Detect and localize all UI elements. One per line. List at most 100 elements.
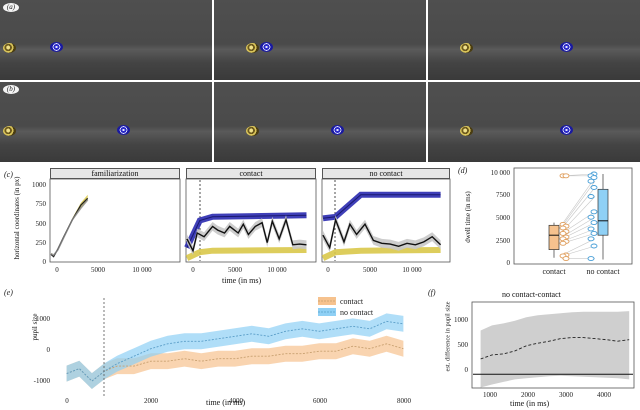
panel-label-b: (b) [3, 85, 19, 94]
frame-a2 [214, 0, 426, 80]
frame-a1 [0, 0, 212, 80]
c-y-tick: 500 [36, 220, 47, 228]
e-plot: -1000 0 1000 0 2000 4000 6000 8000 conta… [34, 297, 412, 405]
yellow-object-track [321, 247, 441, 261]
panel-label-a: (a) [3, 3, 19, 12]
e-x-tick: 2000 [144, 397, 159, 405]
f-x-tick: 2000 [521, 391, 536, 399]
gaze-ribbon [323, 215, 441, 253]
d-y-tick: 5000 [496, 214, 511, 222]
d-box [597, 188, 609, 236]
d-point-contact [562, 256, 570, 262]
e-line-contact [66, 343, 404, 382]
e-ribbon-contact [66, 335, 404, 389]
c-contact-traces [184, 212, 307, 261]
d-point-no-contact [590, 175, 598, 181]
frame-a3 [428, 0, 640, 80]
f-x-ticks: 1000 2000 3000 4000 [483, 391, 612, 399]
d-y-tick: 2500 [496, 237, 511, 245]
f-y-tick: 1000 [454, 316, 469, 324]
e-legend-label-contact: contact [340, 297, 364, 306]
f-marks [473, 311, 633, 388]
d-marks [548, 171, 609, 262]
d-y-ticks: 0 2500 5000 7500 10 000 [491, 169, 511, 267]
e-y-tick: 1000 [36, 315, 51, 323]
e-y-tick: 0 [47, 346, 51, 354]
f-xlabel: time (in ms) [510, 399, 550, 408]
yellow-object [246, 126, 259, 136]
blue-object [260, 42, 273, 52]
f-y-tick: 0 [465, 366, 469, 374]
yellow-object [460, 43, 473, 53]
d-pair-line [561, 177, 596, 225]
e-x-tick: 4000 [229, 397, 244, 405]
c-x-tick: 0 [191, 266, 195, 274]
yellow-object [3, 126, 16, 136]
blue-object [560, 42, 573, 52]
d-point-no-contact [590, 185, 598, 190]
c-y-tick: 1000 [32, 181, 47, 189]
e-x-tick: 8000 [397, 397, 412, 405]
c-facet-title-no-contact: no contact [322, 168, 450, 179]
blue-object [50, 42, 63, 52]
c-x-tick: 10 000 [132, 266, 152, 274]
fam-gaze-ribbon [50, 199, 89, 257]
e-y-tick: -1000 [34, 377, 51, 385]
d-point-contact [562, 173, 570, 179]
panel-label-c: (c) [4, 170, 13, 179]
d-point-no-contact [587, 256, 595, 262]
d-point-no-contact [590, 230, 598, 236]
c-x-tick: 0 [55, 266, 59, 274]
c-no-contact-traces [321, 191, 442, 261]
blue-object-track-center [322, 194, 441, 219]
d-point-no-contact [587, 226, 595, 232]
yellow-object-track [185, 247, 307, 261]
f-ci-ribbon [480, 311, 630, 388]
yellow-object [460, 126, 473, 136]
d-frame [513, 167, 633, 265]
c-plots: 0 250 500 750 1000 0 5000 10 000 0 5000 … [32, 178, 451, 274]
f-plot: 0 500 1000 1000 2000 3000 4000 [454, 301, 635, 399]
d-point-no-contact [587, 214, 595, 220]
c-y-tick: 250 [36, 239, 47, 247]
d-point-contact [559, 225, 567, 231]
d-y-tick: 0 [507, 259, 511, 267]
d-x-tick-contact: contact [542, 267, 566, 276]
c-familiarization-traces [50, 194, 89, 258]
c-x-tick: 5000 [363, 266, 378, 274]
e-legend: contact no contact [318, 297, 374, 317]
f-y-tick: 500 [458, 341, 469, 349]
f-y-ticks: 0 500 1000 [454, 316, 469, 374]
e-y-ticks: -1000 0 1000 [34, 315, 51, 385]
e-x-tick: 0 [65, 397, 69, 405]
c-facet-frame-familiarization [49, 178, 181, 263]
e-legend-label-no-contact: no contact [340, 308, 374, 317]
c-y-ticks: 0 250 500 750 1000 [32, 181, 47, 266]
e-x-ticks: 0 2000 4000 6000 8000 [65, 397, 411, 405]
blue-object [117, 125, 130, 135]
c-facet-title-familiarization: familiarization [50, 168, 180, 179]
f-estimate-line [480, 337, 630, 360]
c-y-tick: 750 [36, 200, 47, 208]
d-point-contact [559, 230, 567, 236]
panel-label-d: (d) [458, 166, 468, 175]
f-title: no contact-contact [502, 290, 561, 299]
f-x-tick: 3000 [559, 391, 574, 399]
c-x-tick: 0 [326, 266, 330, 274]
d-y-tick: 10 000 [491, 169, 511, 177]
frame-b2 [214, 82, 426, 162]
d-x-tick-no-contact: no contact [586, 267, 620, 276]
gaze-ribbon [187, 215, 307, 256]
d-box [548, 224, 560, 250]
c-xlabel: time (in ms) [222, 276, 262, 285]
blue-object-track-center [186, 214, 307, 248]
f-x-tick: 4000 [597, 391, 612, 399]
c-x-ticks: 0 5000 10 000 0 5000 10 000 0 5000 10 00… [55, 266, 422, 274]
e-ribbon-no-contact [66, 313, 404, 389]
d-point-no-contact [587, 178, 595, 184]
d-pair-line [561, 181, 596, 227]
e-xlabel: time (in ms) [206, 398, 246, 407]
d-point-contact [559, 240, 567, 246]
d-y-tick: 7500 [496, 191, 511, 199]
c-y-tick: 0 [43, 258, 47, 266]
